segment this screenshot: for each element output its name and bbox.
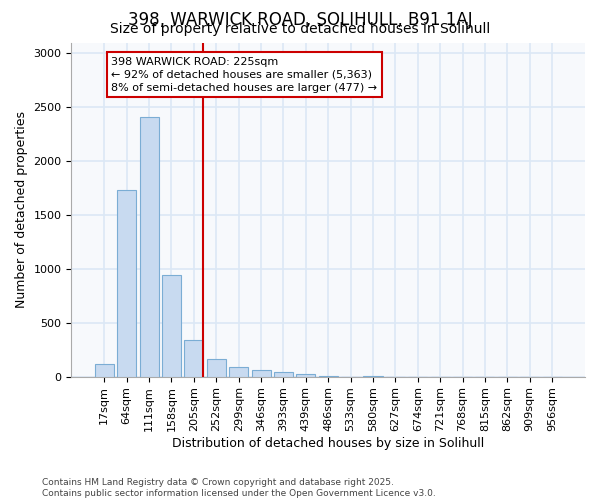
Y-axis label: Number of detached properties: Number of detached properties (15, 111, 28, 308)
Bar (296, 374, 316, 376)
Bar (229, 367, 248, 376)
X-axis label: Distribution of detached houses by size in Solihull: Distribution of detached houses by size … (172, 437, 484, 450)
Bar (95, 364, 114, 376)
Bar (184, 340, 203, 376)
Text: 398, WARWICK ROAD, SOLIHULL, B91 1AJ: 398, WARWICK ROAD, SOLIHULL, B91 1AJ (128, 11, 472, 29)
Bar (140, 117, 158, 376)
Text: 398 WARWICK ROAD: 225sqm
← 92% of detached houses are smaller (5,363)
8% of semi: 398 WARWICK ROAD: 225sqm ← 92% of detach… (111, 56, 377, 93)
Bar (251, 370, 271, 376)
Text: Contains HM Land Registry data © Crown copyright and database right 2025.
Contai: Contains HM Land Registry data © Crown c… (42, 478, 436, 498)
Text: Size of property relative to detached houses in Solihull: Size of property relative to detached ho… (110, 22, 490, 36)
Bar (274, 372, 293, 376)
Bar (162, 276, 181, 376)
Bar (117, 190, 136, 376)
Bar (207, 359, 226, 376)
